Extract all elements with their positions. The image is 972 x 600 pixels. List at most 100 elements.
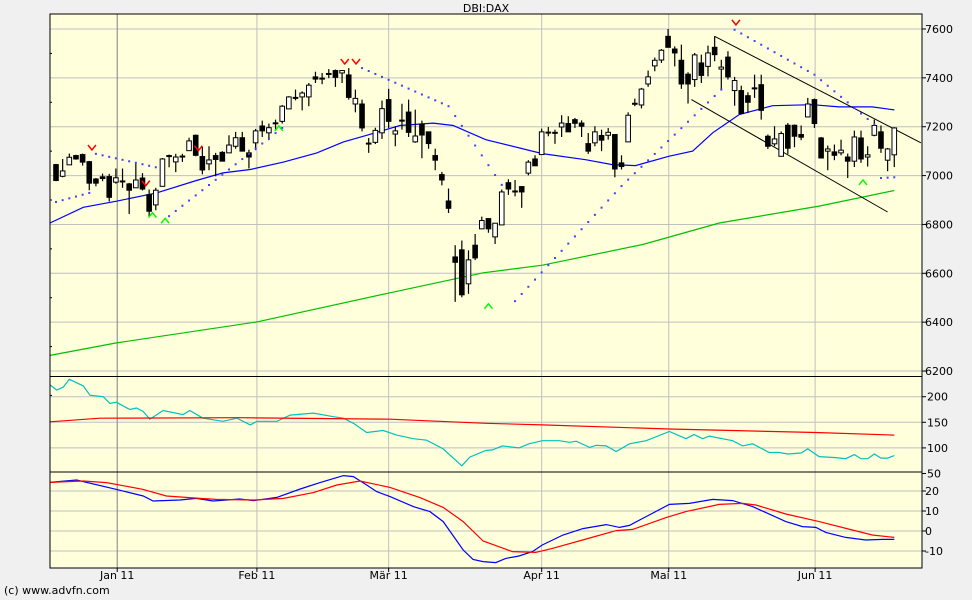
parabolic-sar-dot — [68, 197, 71, 200]
candle-down — [585, 143, 592, 152]
candle-down — [785, 124, 791, 149]
trend-line — [691, 99, 888, 213]
parabolic-sar-dot — [600, 206, 603, 209]
x-axis-label: Mai 11 — [650, 569, 687, 582]
parabolic-sar-dot — [813, 73, 816, 76]
candle-up — [159, 158, 166, 187]
parabolic-sar-dot — [500, 183, 503, 186]
parabolic-sar-dot — [667, 140, 670, 143]
parabolic-sar-dot — [820, 79, 823, 82]
candle-down — [79, 154, 86, 163]
candle-down — [93, 178, 99, 184]
parabolic-sar-dot — [214, 178, 217, 181]
parabolic-sar-dot — [593, 213, 596, 216]
price-axis-label: 7000 — [925, 170, 953, 183]
candle-down — [192, 134, 199, 156]
candle-up — [718, 66, 725, 70]
parabolic-sar-dot — [168, 215, 171, 218]
candle-up — [379, 108, 385, 134]
trend-line — [714, 35, 922, 144]
candle-up — [272, 122, 279, 125]
candle-down — [598, 135, 605, 141]
candle-up — [605, 131, 611, 136]
sell-signal-icon — [351, 58, 361, 66]
overlay-lines — [49, 35, 922, 356]
candle-up — [152, 189, 159, 206]
parabolic-sar-dot — [400, 84, 403, 87]
candle-down — [53, 164, 59, 181]
candle-down — [711, 46, 718, 56]
candle-down — [844, 156, 851, 162]
candle-up — [638, 88, 645, 106]
candle-down — [512, 190, 518, 193]
parabolic-sar-dot — [94, 152, 97, 155]
candle-down — [858, 137, 864, 160]
parabolic-sar-dot — [101, 154, 104, 157]
parabolic-sar-dot — [201, 189, 204, 192]
parabolic-sar-dot — [188, 199, 191, 202]
candle-up — [558, 122, 565, 128]
macd-axis-label: 0 — [925, 525, 932, 538]
parabolic-sar-dot — [427, 96, 430, 99]
parabolic-sar-dot — [607, 199, 610, 202]
parabolic-sar-dot — [440, 102, 443, 105]
parabolic-sar-dot — [174, 209, 177, 212]
parabolic-sar-dot — [640, 165, 643, 168]
sell-signal-icon — [731, 19, 741, 27]
parabolic-sar-dot — [886, 176, 889, 179]
price-axis-label: 6400 — [925, 316, 953, 329]
parabolic-sar-dot — [647, 159, 650, 162]
candle-down — [738, 90, 745, 115]
parabolic-sar-dot — [247, 152, 250, 155]
parabolic-sar-dot — [454, 115, 457, 118]
parabolic-sar-dot — [141, 163, 144, 166]
candle-up — [478, 220, 485, 230]
parabolic-sar-dot — [560, 249, 563, 252]
macd-line — [49, 474, 895, 564]
macd-axis-label: 10 — [925, 505, 939, 518]
parabolic-sar-dot — [866, 117, 869, 120]
candle-up — [179, 155, 186, 158]
candle-up — [279, 105, 286, 122]
macd-axis-label: 20 — [925, 485, 939, 498]
parabolic-sar-dot — [806, 69, 809, 72]
parabolic-sar-dot — [227, 168, 230, 171]
candle-up — [292, 96, 299, 99]
candle-up — [299, 92, 305, 98]
candle-up — [172, 156, 179, 163]
x-axis-label: Apr 11 — [523, 569, 560, 582]
candle-down — [818, 137, 824, 159]
candle-up — [705, 52, 711, 67]
parabolic-sar-dot — [720, 88, 723, 91]
macd-signal-line — [49, 480, 895, 554]
parabolic-sar-dot — [540, 271, 543, 274]
candle-up — [625, 114, 631, 143]
candle-down — [485, 218, 492, 230]
candle-down — [685, 73, 691, 85]
candle-down — [319, 77, 325, 80]
parabolic-sar-dot — [653, 152, 656, 155]
indicator-line — [49, 378, 895, 467]
parabolic-sar-dot — [181, 204, 184, 207]
candle-down — [552, 131, 558, 134]
sell-signal-icon — [87, 144, 97, 152]
price-axis-label: 6600 — [925, 267, 953, 280]
indicator-average-line — [49, 417, 895, 436]
macd-axis-label: -10 — [925, 545, 943, 558]
parabolic-sar-dot — [833, 90, 836, 93]
candle-up — [266, 127, 272, 134]
candle-up — [824, 148, 831, 152]
candle-up — [658, 49, 665, 61]
parabolic-sar-dot — [514, 300, 517, 303]
parabolic-sar-dot — [826, 84, 829, 87]
candle-up — [339, 70, 345, 74]
candle-up — [538, 131, 545, 156]
price-axis-label: 7600 — [925, 23, 953, 36]
parabolic-sar-dot — [613, 192, 616, 195]
candle-down — [612, 134, 618, 170]
candle-down — [219, 151, 226, 162]
candle-up — [392, 130, 399, 135]
parabolic-sar-dot — [780, 54, 783, 57]
parabolic-sar-dot — [194, 194, 197, 197]
